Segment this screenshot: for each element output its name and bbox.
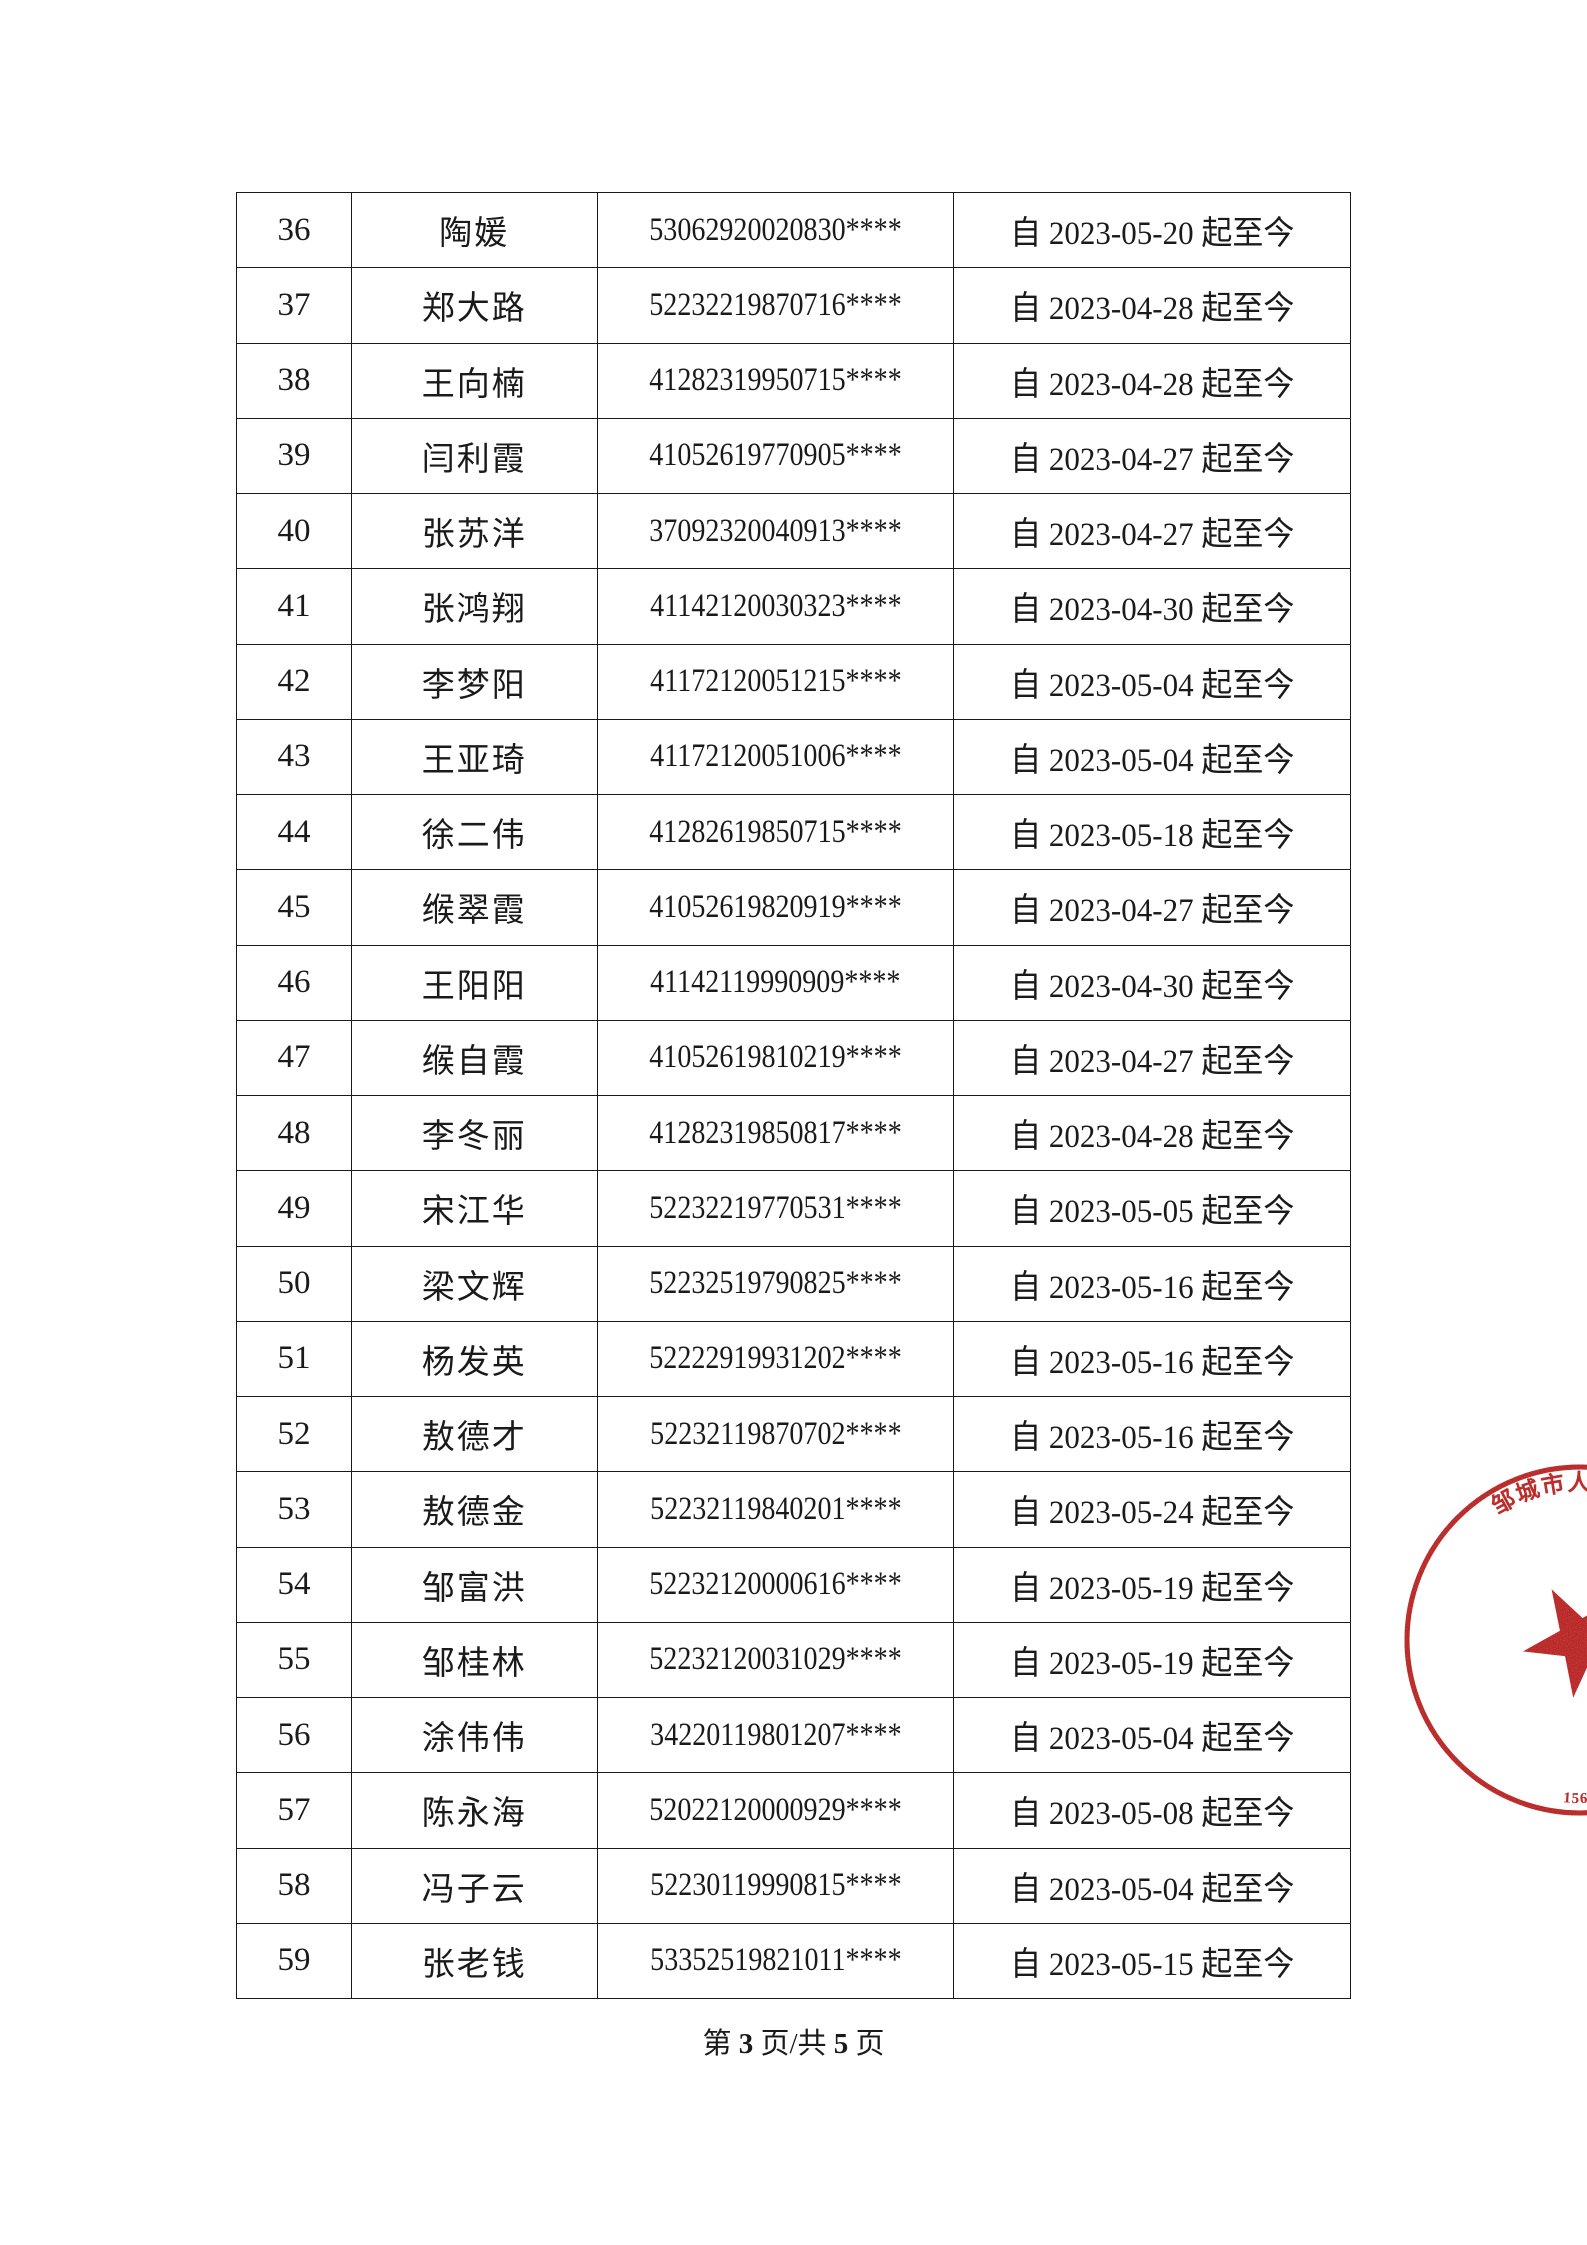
svg-text:1565: 1565	[1563, 1790, 1587, 1807]
svg-text:邹城市人力资博: 邹城市人力资博	[1487, 1469, 1587, 1518]
